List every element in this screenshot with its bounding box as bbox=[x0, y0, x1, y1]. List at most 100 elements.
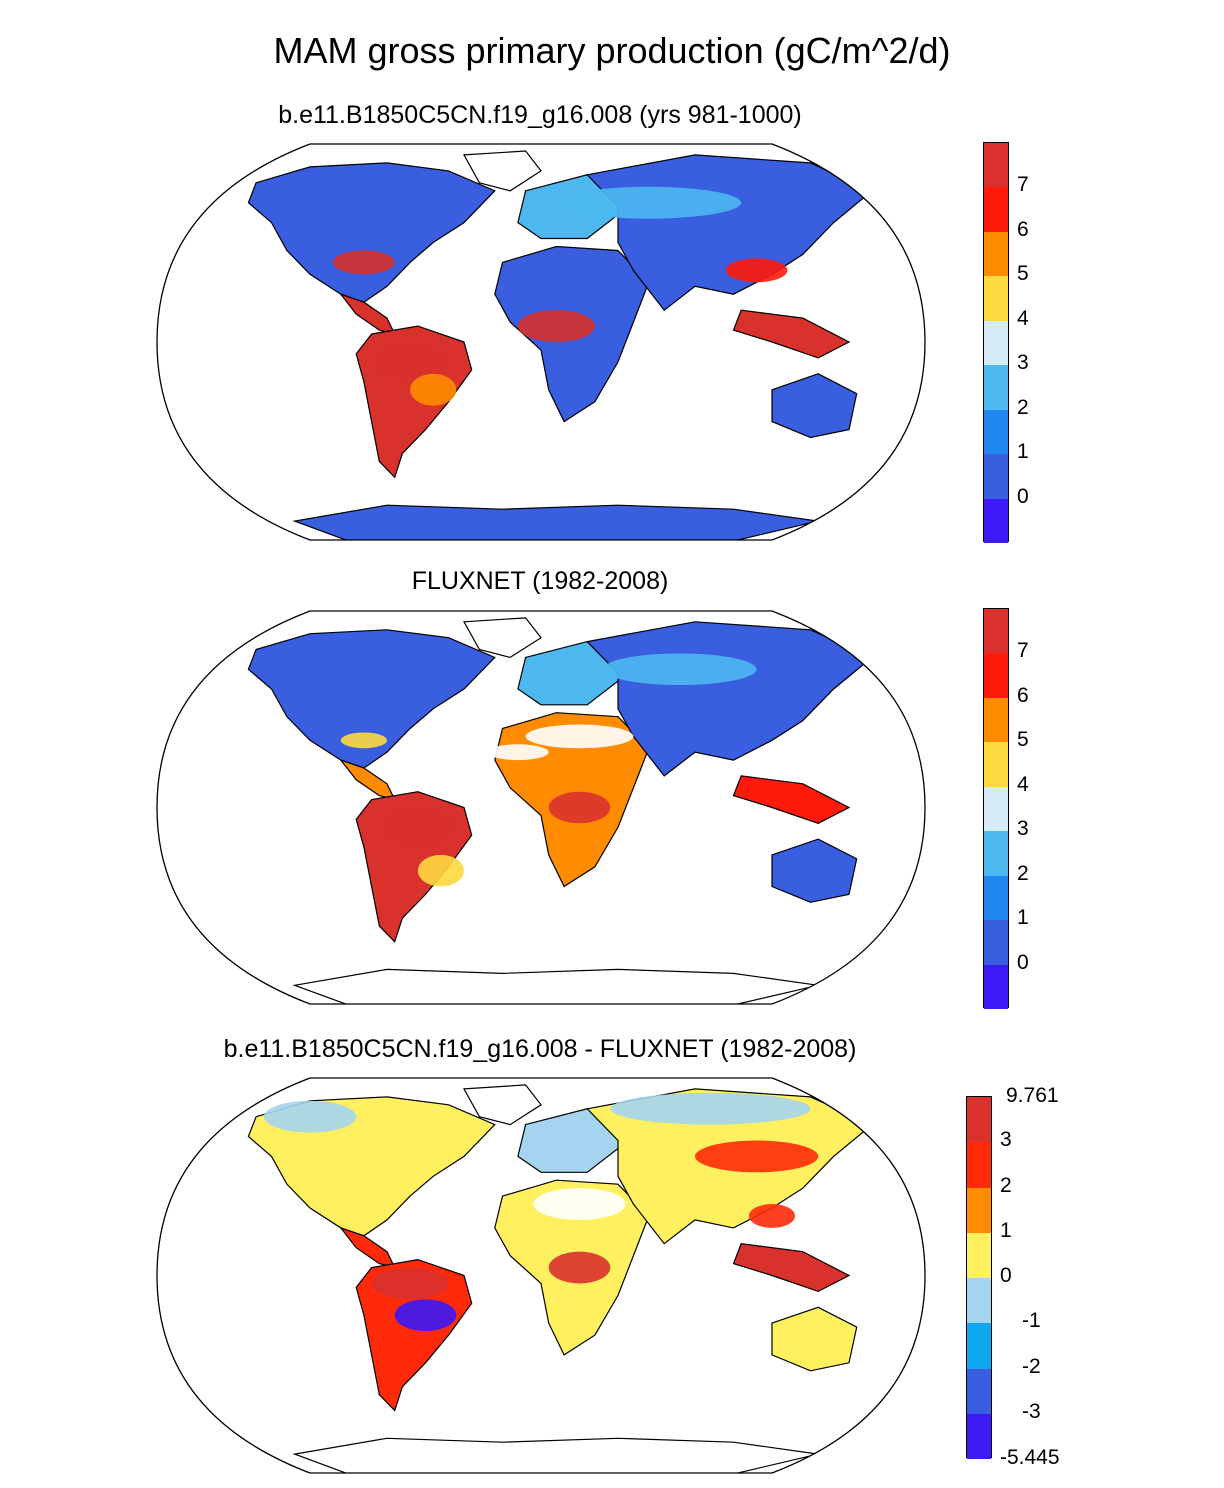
landmass-greenland bbox=[463, 1084, 542, 1126]
colorbar-swatch bbox=[984, 653, 1008, 698]
field-patch bbox=[602, 653, 757, 686]
colorbar-swatch bbox=[967, 1097, 991, 1143]
landmass-northAmerica bbox=[247, 162, 496, 303]
field-patch bbox=[340, 732, 387, 749]
colorbar-swatch bbox=[967, 1232, 991, 1278]
landmass-northAmerica bbox=[247, 629, 496, 769]
field-patch bbox=[371, 342, 449, 382]
colorbar-tick-label: 3 bbox=[1017, 351, 1029, 375]
colorbar-tick-label: 4 bbox=[1017, 772, 1029, 796]
colorbar-tick-label: 0 bbox=[1017, 484, 1029, 508]
colorbar-tick-label: 0 bbox=[1000, 1264, 1012, 1287]
field-patch bbox=[695, 1140, 819, 1173]
colorbar-swatch bbox=[967, 1323, 991, 1369]
colorbar-tick-label: 5 bbox=[1017, 728, 1029, 752]
field-patch bbox=[517, 310, 595, 342]
colorbar-swatch bbox=[984, 742, 1008, 787]
field-patch bbox=[394, 1299, 457, 1332]
field-patch bbox=[525, 724, 634, 749]
colorbar-tick-label: 7 bbox=[1017, 639, 1029, 663]
colorbar-tick-label: -3 bbox=[1022, 1399, 1041, 1423]
panel-title-model: b.e11.B1850C5CN.f19_g16.008 (yrs 981-100… bbox=[278, 101, 802, 129]
colorbar-swatch bbox=[967, 1368, 991, 1414]
colorbar-swatch bbox=[984, 920, 1008, 965]
map-boundary bbox=[156, 1077, 926, 1474]
field-patch bbox=[333, 250, 395, 275]
landmass-australia bbox=[771, 373, 858, 439]
panel-title-diff: b.e11.B1850C5CN.f19_g16.008 - FLUXNET (1… bbox=[223, 1035, 857, 1063]
landmass-greenland bbox=[463, 150, 542, 192]
colorbar-tick-label: 1 bbox=[1017, 906, 1029, 930]
colorbar-swatch bbox=[984, 276, 1008, 321]
colorbar-tick-label: 3 bbox=[1000, 1128, 1012, 1152]
field-patch bbox=[533, 1188, 626, 1220]
field-patch bbox=[725, 258, 788, 283]
colorbar-tick-label: 2 bbox=[1017, 395, 1029, 419]
colorbar-min-label: -5.445 bbox=[1000, 1446, 1060, 1469]
map-land-group bbox=[247, 1084, 874, 1473]
landmass-seAsia bbox=[732, 309, 851, 359]
landmass-seAsia bbox=[732, 1243, 851, 1293]
colorbar-tick-label: 3 bbox=[1017, 817, 1029, 841]
colorbar-tick-label: 2 bbox=[1017, 861, 1029, 885]
map-land-group bbox=[247, 617, 874, 1004]
colorbar-tick-label: 6 bbox=[1017, 683, 1029, 707]
landmass-antarctica bbox=[292, 504, 819, 540]
colorbar-swatches bbox=[966, 1096, 992, 1459]
colorbar-swatch bbox=[967, 1278, 991, 1324]
field-patch bbox=[417, 854, 464, 887]
colorbar-swatch bbox=[984, 786, 1008, 832]
colorbar-swatch bbox=[984, 498, 1008, 543]
colorbar-swatch bbox=[984, 964, 1008, 1009]
field-patch bbox=[548, 1251, 611, 1284]
colorbar-swatch bbox=[984, 831, 1008, 876]
field-patch bbox=[379, 807, 457, 847]
colorbar-swatch bbox=[984, 697, 1008, 743]
colorbar-tick-label: -1 bbox=[1022, 1309, 1041, 1333]
landmass-antarctica bbox=[292, 1437, 819, 1473]
map-land-group bbox=[247, 150, 874, 540]
landmass-australia bbox=[771, 1306, 858, 1372]
colorbar-tick-label: 1 bbox=[1000, 1218, 1012, 1242]
map-boundary bbox=[156, 143, 926, 541]
colorbar-tick-label: 4 bbox=[1017, 306, 1029, 330]
colorbar-swatch bbox=[984, 409, 1008, 455]
landmass-antarctica bbox=[292, 968, 819, 1004]
colorbar-swatch bbox=[984, 320, 1008, 366]
landmass-southAmerica bbox=[355, 1258, 473, 1412]
field-patch bbox=[410, 373, 457, 406]
colorbar-tick-label: -2 bbox=[1022, 1354, 1041, 1378]
colorbar-tick-label: 0 bbox=[1017, 950, 1029, 974]
page-title: MAM gross primary production (gC/m^2/d) bbox=[273, 30, 951, 71]
colorbar-swatch bbox=[984, 609, 1008, 654]
colorbar-diff: -3 -2 -1 0 1 2 3 -5.445 9.761 bbox=[966, 1084, 1076, 1469]
panel-title-obs: FLUXNET (1982-2008) bbox=[411, 567, 669, 595]
map-diff bbox=[156, 1077, 926, 1474]
field-patch bbox=[263, 1100, 357, 1133]
colorbar-max-label: 9.761 bbox=[1006, 1084, 1059, 1107]
field-patch bbox=[487, 744, 549, 761]
field-patch bbox=[748, 1204, 796, 1228]
colorbar-tick-label: 7 bbox=[1017, 173, 1029, 197]
landmass-greenland bbox=[463, 617, 542, 659]
landmass-australia bbox=[771, 838, 858, 903]
colorbar-tick-label: 2 bbox=[1000, 1173, 1012, 1197]
colorbar-tick-label: 5 bbox=[1017, 262, 1029, 286]
field-patch bbox=[371, 1267, 449, 1300]
colorbar-model: 0 1 2 3 4 5 6 7 bbox=[983, 142, 1073, 543]
map-boundary bbox=[156, 610, 926, 1005]
colorbar-tick-label: 6 bbox=[1017, 217, 1029, 241]
colorbar-swatch bbox=[984, 143, 1008, 188]
colorbar-obs: 0 1 2 3 4 5 6 7 bbox=[983, 608, 1073, 1009]
colorbar-swatches bbox=[983, 142, 1009, 543]
field-patch bbox=[548, 791, 611, 824]
field-patch bbox=[556, 186, 742, 219]
colorbar-swatch bbox=[984, 454, 1008, 499]
colorbar-swatch bbox=[984, 875, 1008, 921]
map-obs bbox=[156, 610, 926, 1005]
colorbar-tick-label: 1 bbox=[1017, 440, 1029, 464]
colorbar-swatch bbox=[967, 1142, 991, 1188]
colorbar-swatch bbox=[984, 231, 1008, 277]
field-patch bbox=[610, 1092, 811, 1125]
colorbar-swatch bbox=[967, 1187, 991, 1233]
